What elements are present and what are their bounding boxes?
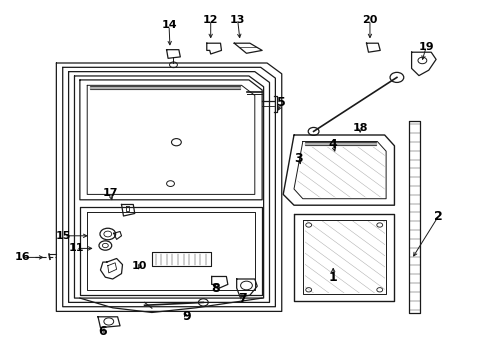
Text: 5: 5: [277, 96, 286, 109]
Text: 9: 9: [182, 310, 191, 323]
Text: 15: 15: [56, 231, 72, 241]
Text: 18: 18: [352, 123, 368, 133]
Text: 14: 14: [161, 20, 177, 30]
Polygon shape: [296, 147, 385, 197]
Text: 17: 17: [102, 188, 118, 198]
Circle shape: [388, 71, 406, 84]
Text: 11: 11: [68, 243, 84, 253]
Text: 6: 6: [98, 325, 107, 338]
Text: 8: 8: [211, 282, 220, 294]
Text: 2: 2: [434, 210, 443, 222]
Text: 16: 16: [14, 252, 30, 262]
Text: 13: 13: [230, 15, 245, 25]
Text: 7: 7: [238, 292, 247, 305]
Text: 12: 12: [203, 15, 219, 25]
Text: 3: 3: [294, 152, 303, 165]
Text: 20: 20: [362, 15, 378, 25]
Text: 4: 4: [329, 138, 338, 150]
Text: 19: 19: [418, 42, 434, 52]
Text: 10: 10: [132, 261, 147, 271]
Polygon shape: [305, 221, 385, 293]
Text: 1: 1: [329, 271, 338, 284]
